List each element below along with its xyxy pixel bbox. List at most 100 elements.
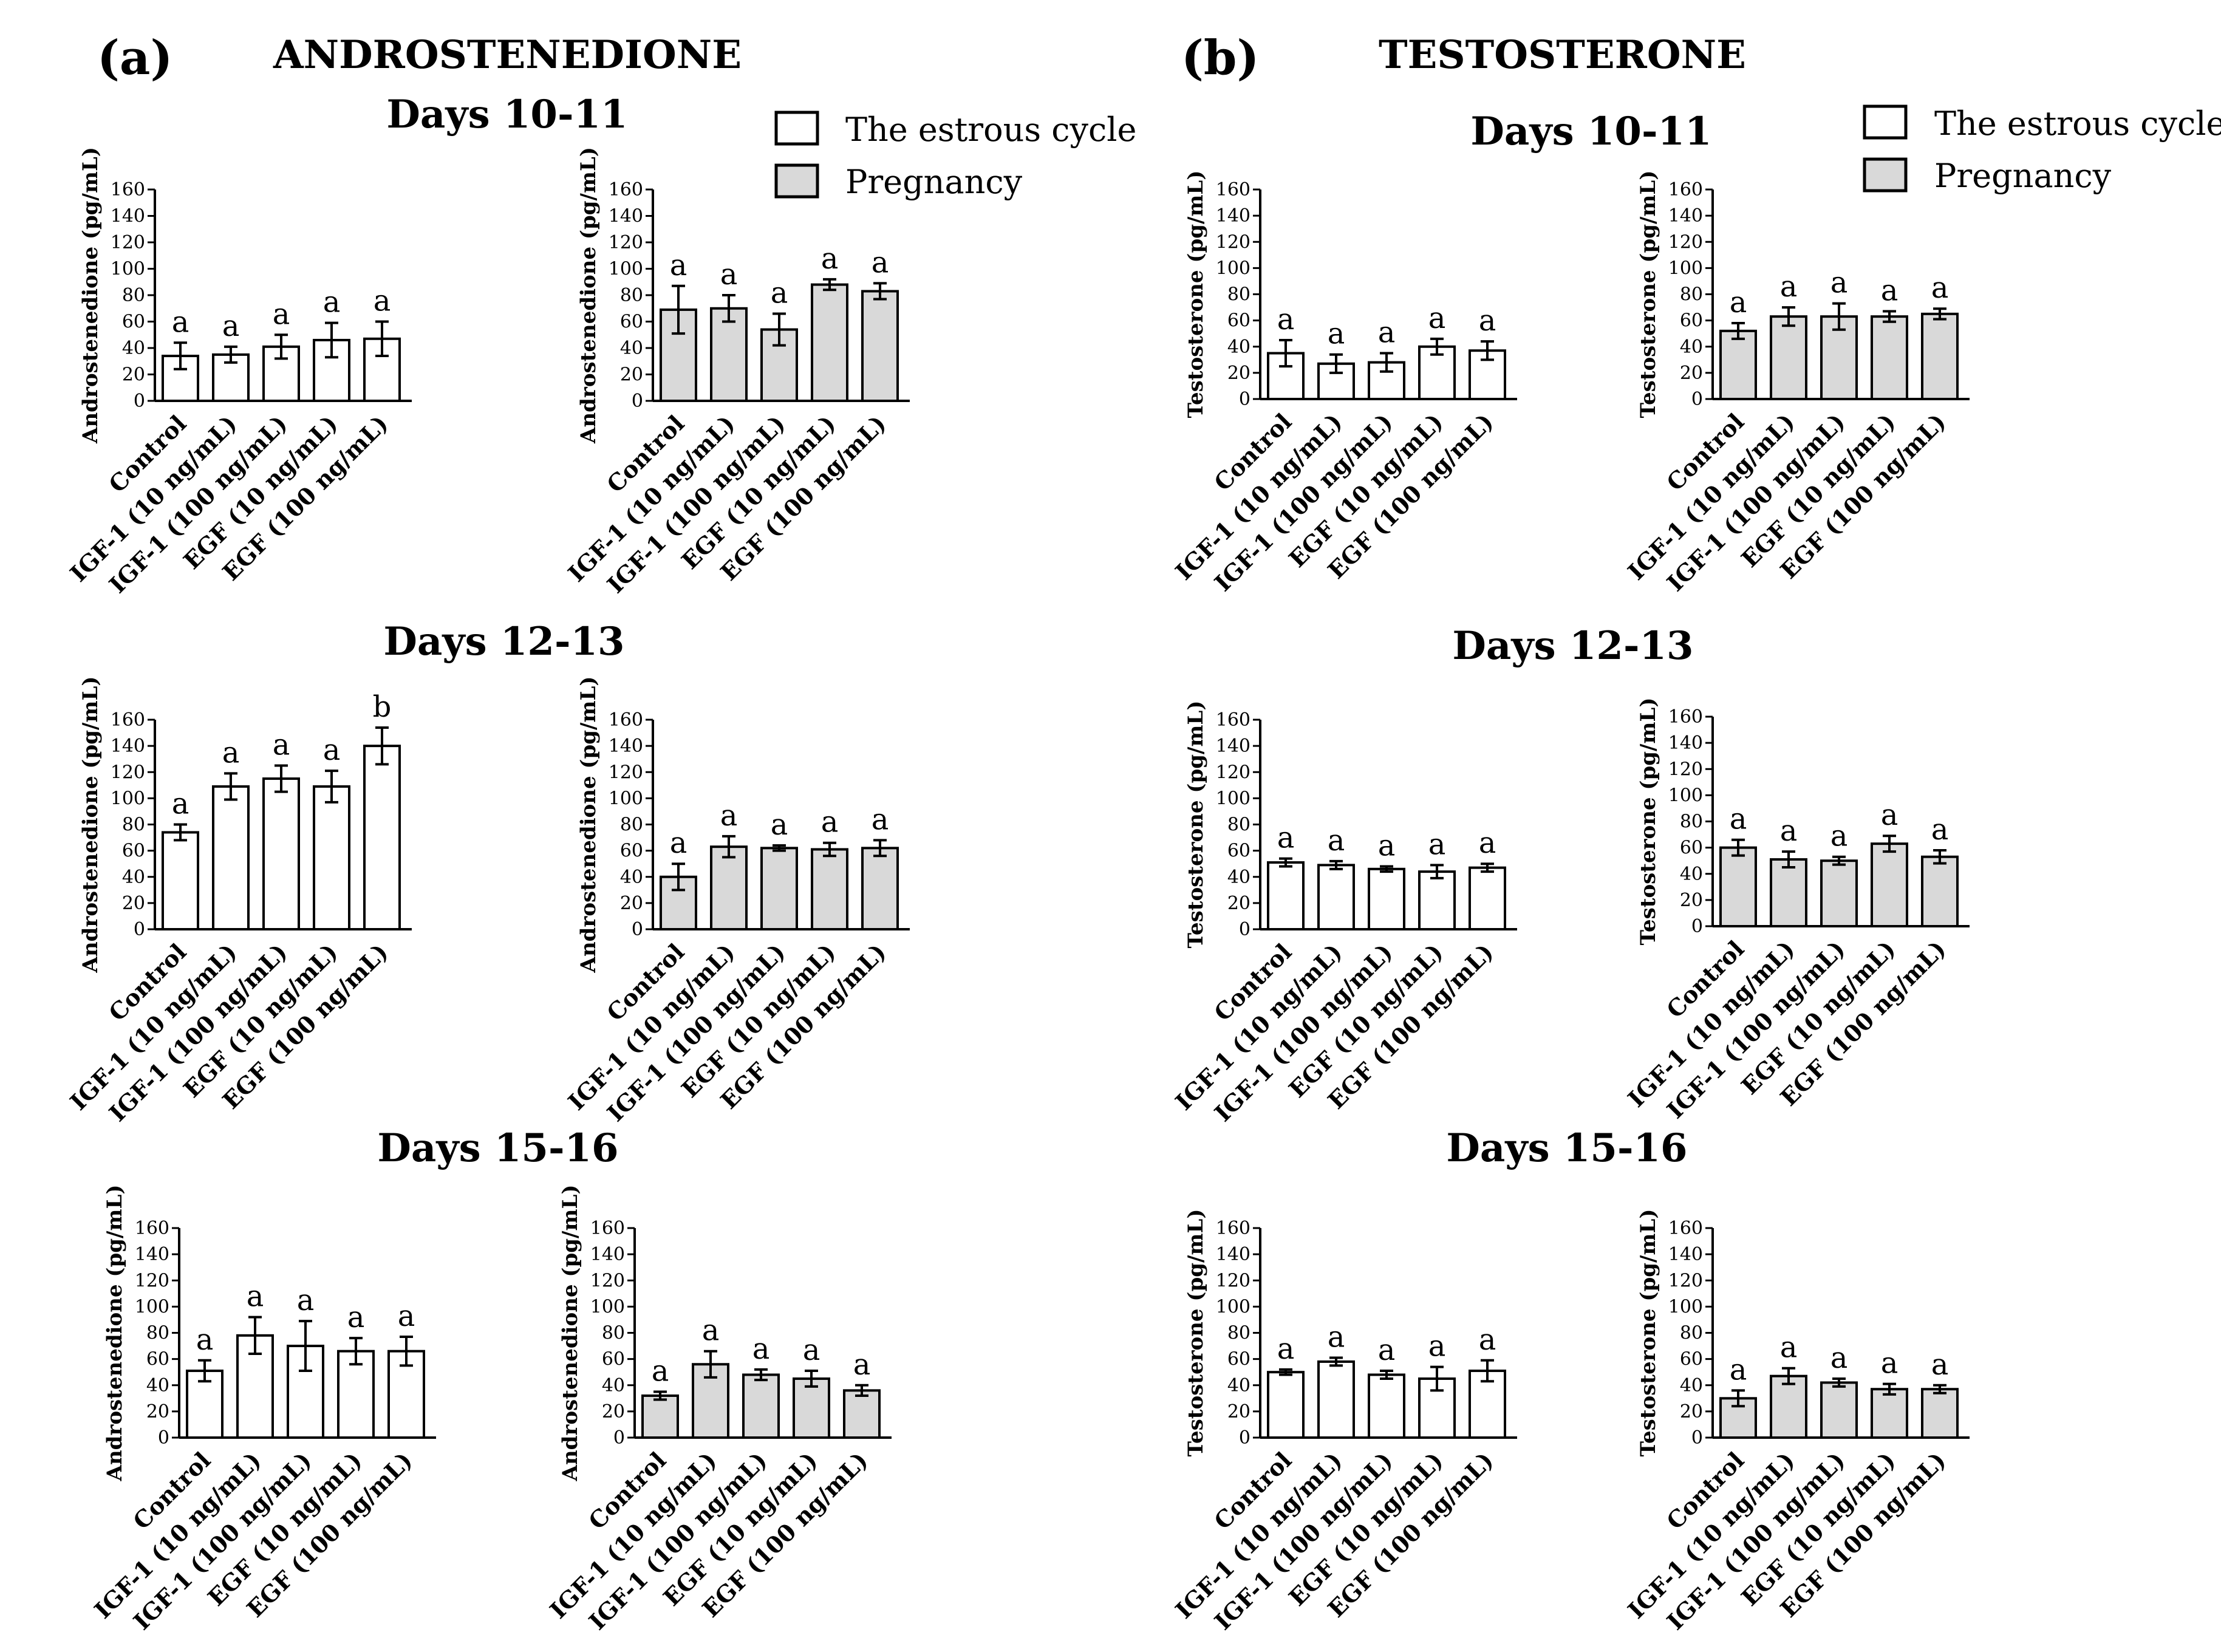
y-tick-label: 120 xyxy=(1668,231,1703,253)
bar xyxy=(1921,312,1959,400)
bar xyxy=(861,847,899,930)
bar xyxy=(1317,1360,1355,1439)
y-tick-label: 20 xyxy=(1680,1401,1703,1422)
significance-label: a xyxy=(1931,1348,1949,1382)
y-tick-label: 80 xyxy=(1680,284,1703,305)
bar xyxy=(1871,1388,1908,1439)
y-axis-label: Androstenedione (pg/mL) xyxy=(103,1185,127,1482)
y-axis-label: Androstenedione (pg/mL) xyxy=(576,677,601,974)
bar xyxy=(742,1373,780,1439)
significance-label: a xyxy=(1931,271,1949,305)
y-tick-label: 100 xyxy=(1216,1296,1250,1317)
bar xyxy=(1267,861,1305,930)
y-tick-label: 40 xyxy=(620,867,643,888)
y-tick-label: 0 xyxy=(134,919,145,940)
y-tick-label: 80 xyxy=(122,285,145,306)
chart-b-days15-16-estrous: 0 20 40 60 80 100 120 140 160 Testosterone (pg/mL… xyxy=(1170,1209,1517,1635)
y-tick-label: 120 xyxy=(111,762,145,783)
significance-label: a xyxy=(1328,317,1345,351)
y-tick-label: 0 xyxy=(613,1427,625,1449)
row-title-a-3: Days 15-16 xyxy=(377,1125,618,1171)
y-tick-label: 140 xyxy=(1216,205,1250,227)
y-tick-label: 0 xyxy=(158,1427,169,1449)
significance-label: a xyxy=(172,787,189,821)
significance-label: a xyxy=(670,826,687,860)
y-axis-label: Testosterone (pg/mL) xyxy=(1636,1209,1660,1457)
bar xyxy=(1770,858,1807,927)
y-tick-label: 140 xyxy=(111,736,145,757)
y-tick-label: 60 xyxy=(122,841,145,862)
y-tick-label: 60 xyxy=(602,1349,625,1370)
y-tick-label: 20 xyxy=(1227,893,1250,914)
y-tick-label: 20 xyxy=(146,1401,169,1422)
bar xyxy=(1770,315,1807,400)
bar xyxy=(641,1394,679,1439)
significance-label: a xyxy=(222,309,240,343)
bar xyxy=(793,1377,830,1439)
significance-label: a xyxy=(172,305,189,339)
y-tick-label: 0 xyxy=(134,391,145,412)
bar xyxy=(337,1350,375,1439)
bar xyxy=(861,290,899,402)
y-tick-label: 100 xyxy=(1216,788,1250,809)
row-title-b-1: Days 10-11 xyxy=(1470,109,1711,154)
bar xyxy=(1368,1373,1405,1439)
y-tick-label: 40 xyxy=(602,1375,625,1396)
bar xyxy=(710,307,748,402)
significance-label: a xyxy=(323,733,341,767)
significance-label: a xyxy=(1881,1347,1899,1381)
bar xyxy=(1820,1381,1858,1439)
bar xyxy=(811,848,848,930)
y-axis-label: Testosterone (pg/mL) xyxy=(1636,171,1660,418)
chart-b-days10-11-estrous: 0 20 40 60 80 100 120 140 160 Testosterone (pg/mL… xyxy=(1170,171,1517,596)
y-tick-label: 160 xyxy=(609,709,643,731)
y-tick-label: 160 xyxy=(1668,1218,1703,1239)
y-tick-label: 20 xyxy=(620,893,643,914)
significance-label: a xyxy=(273,728,290,762)
legend-a-pregnancy-swatch xyxy=(774,163,819,199)
y-tick-label: 40 xyxy=(122,338,145,359)
y-tick-label: 100 xyxy=(1668,1296,1703,1317)
y-tick-label: 40 xyxy=(1680,336,1703,358)
y-tick-label: 40 xyxy=(122,867,145,888)
significance-label: a xyxy=(652,1354,669,1388)
chart-a-days12-13-estrous: 0 20 40 60 80 100 120 140 160 Androstenedione (pg… xyxy=(64,677,412,1127)
significance-label: a xyxy=(670,248,687,282)
y-tick-label: 160 xyxy=(590,1218,625,1239)
y-tick-label: 120 xyxy=(135,1270,169,1291)
y-axis-label: Androstenedione (pg/mL) xyxy=(558,1185,582,1482)
bar xyxy=(760,847,798,930)
significance-label: a xyxy=(1479,304,1496,338)
y-tick-label: 40 xyxy=(620,338,643,359)
y-tick-label: 140 xyxy=(1216,736,1250,757)
significance-label: a xyxy=(374,284,391,318)
y-tick-label: 20 xyxy=(602,1401,625,1422)
bar xyxy=(710,845,748,930)
y-tick-label: 0 xyxy=(1691,389,1703,410)
significance-label: a xyxy=(1780,814,1798,848)
bar xyxy=(1921,855,1959,927)
y-tick-label: 160 xyxy=(1216,179,1250,200)
y-tick-label: 120 xyxy=(111,232,145,253)
chart-a-days12-13-pregnancy: 0 20 40 60 80 100 120 140 160 Androstenedione (pg… xyxy=(562,677,910,1127)
significance-label: b xyxy=(373,690,392,724)
y-tick-label: 60 xyxy=(620,841,643,862)
y-tick-label: 80 xyxy=(1227,284,1250,305)
y-axis-label: Testosterone (pg/mL) xyxy=(1184,1209,1208,1457)
y-tick-label: 60 xyxy=(146,1349,169,1370)
bar xyxy=(811,283,848,402)
y-tick-label: 100 xyxy=(111,259,145,280)
legend-b-pregnancy-label: Pregnancy xyxy=(1934,157,2112,195)
significance-label: a xyxy=(1479,826,1496,860)
significance-label: a xyxy=(1378,316,1396,350)
y-tick-label: 140 xyxy=(1216,1244,1250,1265)
y-tick-label: 160 xyxy=(1216,709,1250,731)
y-tick-label: 120 xyxy=(609,762,643,783)
y-tick-label: 80 xyxy=(620,814,643,836)
significance-label: a xyxy=(273,297,290,331)
y-tick-label: 0 xyxy=(1239,1427,1250,1449)
y-tick-label: 160 xyxy=(135,1218,169,1239)
y-tick-label: 160 xyxy=(1668,179,1703,200)
significance-label: a xyxy=(1428,1329,1446,1364)
y-tick-label: 80 xyxy=(1227,1323,1250,1344)
